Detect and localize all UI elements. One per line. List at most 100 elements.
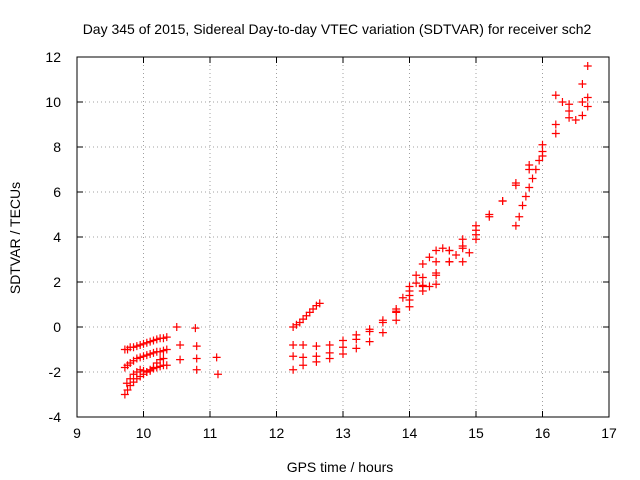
data-point bbox=[120, 390, 129, 399]
series-sat-d bbox=[122, 354, 168, 388]
data-point bbox=[159, 354, 168, 363]
y-tick-label: 2 bbox=[53, 274, 61, 290]
data-point bbox=[152, 359, 161, 367]
data-point bbox=[152, 335, 161, 344]
data-point bbox=[156, 347, 165, 356]
data-point bbox=[565, 113, 574, 122]
data-point bbox=[432, 280, 441, 289]
y-ticks: -4 -2 0 2 4 6 8 10 12 bbox=[45, 49, 609, 425]
data-point bbox=[472, 235, 480, 244]
y-tick-label: 8 bbox=[53, 139, 61, 155]
data-point bbox=[302, 311, 311, 320]
data-point bbox=[405, 282, 414, 291]
data-point bbox=[458, 257, 467, 266]
series-sat-n bbox=[551, 91, 592, 124]
data-point bbox=[438, 244, 447, 253]
data-point bbox=[142, 351, 151, 360]
x-tick-label: 13 bbox=[335, 425, 351, 441]
data-point bbox=[425, 282, 434, 291]
data-point bbox=[398, 293, 407, 302]
series-sat-m bbox=[511, 152, 547, 230]
data-point bbox=[418, 273, 427, 282]
series-sat-a bbox=[120, 333, 171, 354]
data-point bbox=[176, 341, 185, 349]
data-point bbox=[392, 316, 401, 325]
x-axis-label: GPS time / hours bbox=[287, 459, 394, 475]
data-point bbox=[146, 366, 155, 375]
data-point bbox=[162, 345, 171, 354]
data-point bbox=[139, 339, 148, 348]
data-point bbox=[212, 353, 221, 362]
x-tick-label: 12 bbox=[269, 425, 285, 441]
y-tick-label: -2 bbox=[49, 364, 62, 380]
data-point bbox=[405, 296, 414, 304]
data-marks bbox=[120, 62, 592, 399]
data-point bbox=[498, 197, 507, 205]
x-tick-label: 15 bbox=[468, 425, 484, 441]
data-point bbox=[339, 343, 347, 352]
data-point bbox=[162, 361, 171, 370]
series-sat-l bbox=[392, 279, 441, 316]
data-point bbox=[289, 365, 298, 374]
data-point bbox=[565, 100, 574, 109]
data-point bbox=[139, 352, 148, 361]
data-point bbox=[146, 350, 155, 358]
data-point bbox=[315, 299, 324, 308]
data-point bbox=[558, 98, 567, 106]
data-point bbox=[126, 374, 135, 383]
data-point bbox=[365, 327, 374, 336]
data-point bbox=[136, 365, 145, 374]
data-point bbox=[159, 346, 168, 355]
x-tick-label: 11 bbox=[203, 425, 218, 441]
data-point bbox=[578, 80, 587, 88]
x-tick-label: 16 bbox=[535, 425, 551, 441]
data-point bbox=[339, 336, 347, 345]
data-point bbox=[378, 318, 387, 327]
data-point bbox=[465, 248, 474, 257]
data-point bbox=[352, 335, 361, 344]
data-point bbox=[192, 342, 201, 351]
x-tick-label: 9 bbox=[73, 425, 81, 441]
data-point bbox=[132, 342, 141, 351]
data-point bbox=[365, 337, 374, 346]
data-point bbox=[551, 91, 560, 100]
data-point bbox=[445, 257, 454, 266]
series-sat-h bbox=[289, 93, 592, 351]
data-point bbox=[511, 179, 520, 187]
data-point bbox=[172, 323, 181, 331]
data-point bbox=[571, 116, 580, 124]
data-point bbox=[583, 62, 592, 70]
data-point bbox=[432, 257, 441, 266]
y-tick-label: 10 bbox=[45, 94, 61, 110]
data-point bbox=[149, 348, 158, 357]
data-point bbox=[299, 361, 308, 370]
y-tick-label: -4 bbox=[49, 409, 62, 425]
data-point bbox=[213, 370, 222, 379]
data-point bbox=[325, 348, 334, 357]
data-point bbox=[122, 379, 131, 388]
data-point bbox=[325, 341, 334, 349]
data-point bbox=[162, 333, 171, 342]
series-sat-e bbox=[172, 323, 221, 362]
data-point bbox=[518, 201, 527, 210]
series-sat-j bbox=[289, 230, 480, 362]
data-point bbox=[146, 337, 155, 346]
y-axis-label: SDTVAR / TECUs bbox=[7, 182, 23, 294]
data-point bbox=[339, 350, 347, 358]
data-point bbox=[305, 308, 314, 317]
data-point bbox=[299, 341, 308, 349]
data-point bbox=[418, 281, 427, 290]
data-point bbox=[295, 318, 304, 327]
data-point bbox=[149, 336, 158, 345]
series-sat-k bbox=[405, 235, 480, 295]
data-point bbox=[289, 352, 298, 361]
data-point bbox=[445, 246, 454, 255]
data-point bbox=[528, 174, 537, 183]
data-point bbox=[136, 341, 145, 349]
data-point bbox=[392, 307, 401, 316]
data-point bbox=[192, 354, 201, 363]
y-tick-label: 12 bbox=[45, 49, 61, 65]
data-point bbox=[289, 341, 298, 349]
data-point bbox=[299, 315, 308, 324]
x-ticks: 9 10 11 12 13 14 15 16 17 bbox=[73, 57, 617, 441]
